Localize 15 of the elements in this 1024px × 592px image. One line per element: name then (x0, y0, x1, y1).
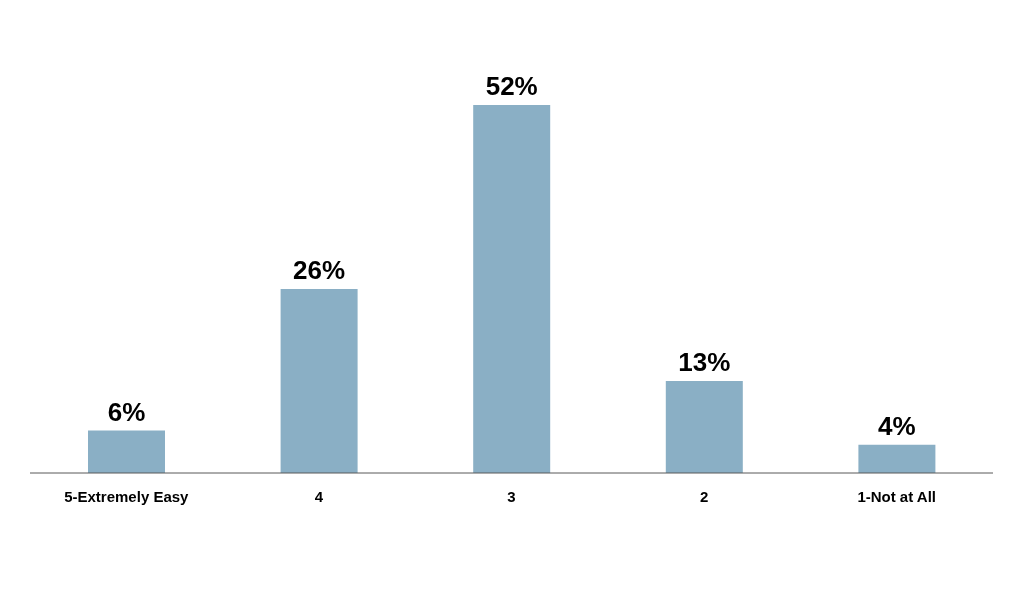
bar (473, 105, 551, 473)
data-label: 6% (107, 396, 146, 427)
x-tick-label: 5-Extremely Easy (64, 487, 190, 505)
x-tick-label: 3 (507, 487, 516, 505)
data-label: 52% (485, 71, 538, 101)
data-label: 26% (293, 255, 346, 285)
bar (858, 444, 936, 473)
data-label: 4% (878, 410, 916, 441)
bar (88, 430, 165, 473)
bar (280, 289, 358, 473)
bar (665, 381, 743, 473)
x-tick-label: 2 (699, 487, 709, 505)
x-tick-label: 4 (314, 487, 324, 505)
x-tick-label: 1-Not at All (857, 487, 937, 505)
data-label: 13% (678, 347, 731, 377)
